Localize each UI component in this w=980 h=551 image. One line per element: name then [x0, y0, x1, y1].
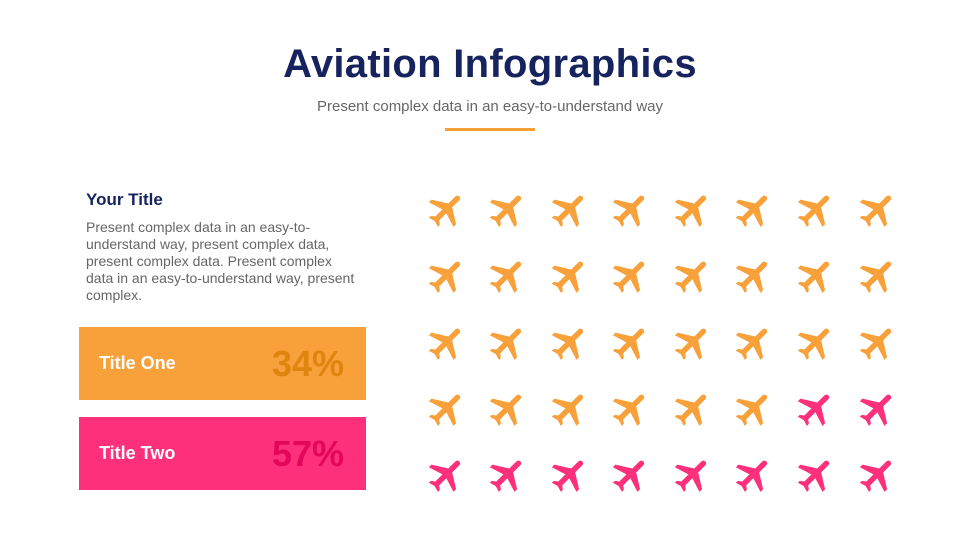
airplane-icon — [724, 442, 785, 508]
stat-value: 34% — [271, 342, 344, 384]
airplane-icon — [786, 442, 847, 508]
page-subtitle: Present complex data in an easy-to-under… — [316, 98, 664, 115]
airplane-icon — [416, 376, 477, 442]
page-title: Aviation Infographics — [283, 42, 697, 86]
stat-label: Title One — [99, 353, 176, 373]
airplane-icon — [786, 376, 847, 442]
stat-bar-title-two: Title Two 57% — [79, 417, 366, 490]
airplane-icon — [847, 243, 908, 309]
airplane-icon — [416, 442, 477, 508]
airplane-icon — [786, 177, 847, 243]
airplane-icon — [662, 442, 723, 508]
airplane-icon — [478, 376, 539, 442]
stat-bar-title-one: Title One 34% — [79, 327, 366, 400]
airplane-icon — [724, 376, 785, 442]
airplane-icon — [786, 243, 847, 309]
airplane-icon — [847, 177, 908, 243]
airplane-icon — [847, 442, 908, 508]
airplane-icon — [478, 177, 539, 243]
airplane-icon — [539, 243, 600, 309]
airplane-icon — [601, 243, 662, 309]
airplane-icon — [601, 376, 662, 442]
section-title: Your Title — [86, 190, 163, 209]
airplane-icon — [416, 243, 477, 309]
airplane-icon — [724, 310, 785, 376]
airplane-icon — [724, 177, 785, 243]
airplane-icon — [724, 243, 785, 309]
airplane-icon — [847, 376, 908, 442]
airplane-icon — [539, 442, 600, 508]
airplane-icon — [601, 442, 662, 508]
airplane-icon — [847, 310, 908, 376]
airplane-icon — [539, 376, 600, 442]
airplane-icon — [539, 177, 600, 243]
airplane-icon — [478, 243, 539, 309]
section-body: Present complex data in an easy-to-under… — [86, 219, 355, 303]
airplane-icon — [478, 442, 539, 508]
stat-value: 57% — [271, 432, 344, 474]
airplane-icon-grid — [416, 177, 909, 508]
airplane-icon — [662, 310, 723, 376]
airplane-icon — [662, 177, 723, 243]
airplane-icon — [786, 310, 847, 376]
airplane-icon — [478, 310, 539, 376]
title-divider — [445, 128, 535, 131]
airplane-icon — [416, 177, 477, 243]
airplane-icon — [416, 310, 477, 376]
stat-label: Title Two — [99, 443, 176, 463]
airplane-icon — [662, 376, 723, 442]
airplane-icon — [601, 310, 662, 376]
airplane-icon — [662, 243, 723, 309]
airplane-icon — [539, 310, 600, 376]
airplane-icon — [601, 177, 662, 243]
